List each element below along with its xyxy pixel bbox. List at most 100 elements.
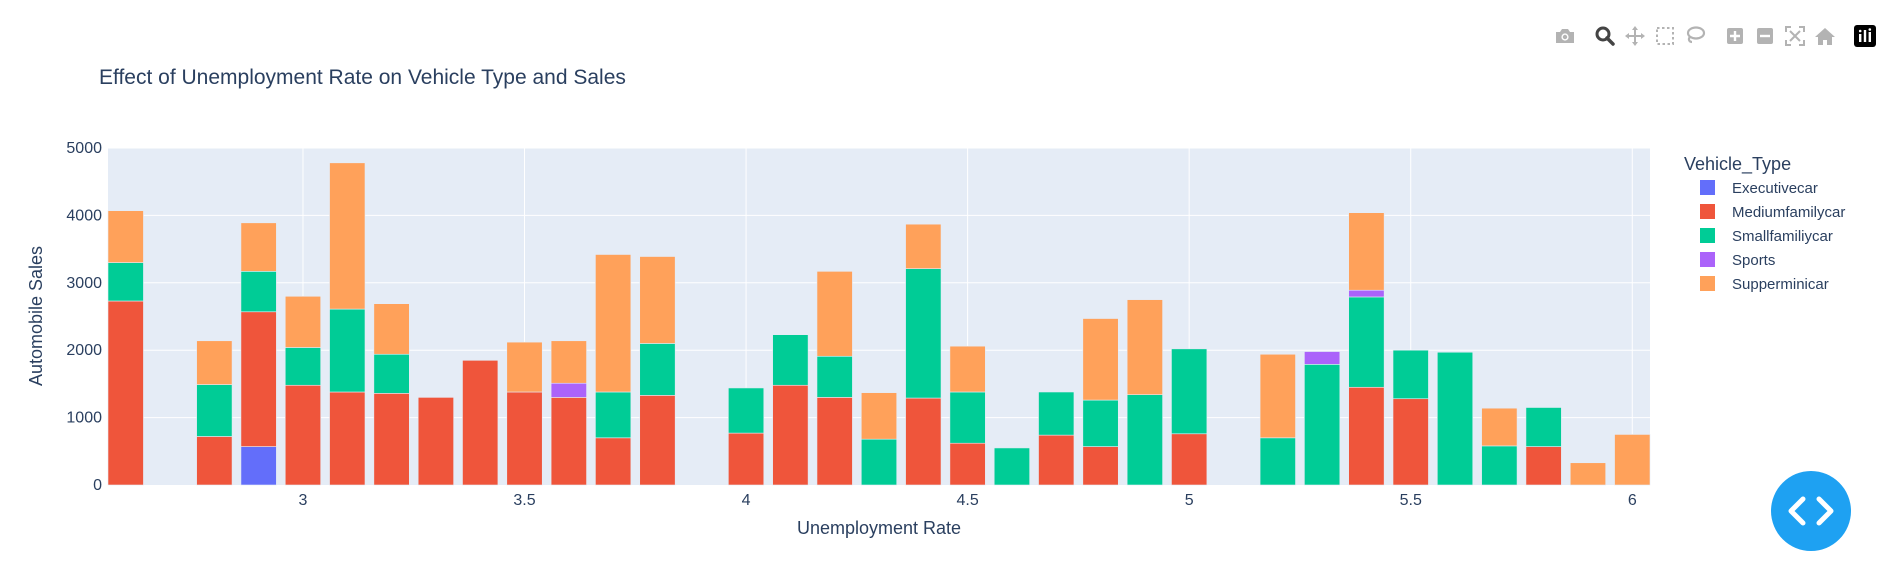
reset-axes-icon[interactable] <box>1810 24 1840 48</box>
bar-mediumfamilycar[interactable] <box>816 397 853 486</box>
bar-sports[interactable] <box>1348 289 1385 298</box>
bar-mediumfamilycar[interactable] <box>728 432 765 486</box>
zoom-icon[interactable] <box>1590 24 1620 48</box>
bar-supperminicar[interactable] <box>816 271 853 357</box>
bar-smallfamiliycar[interactable] <box>860 438 898 486</box>
code-view-button[interactable] <box>1771 471 1851 551</box>
legend-item-executivecar[interactable]: Executivecar <box>1700 180 1818 197</box>
bar-supperminicar[interactable] <box>1614 434 1651 486</box>
bar-mediumfamilycar[interactable] <box>949 442 986 486</box>
legend-swatch <box>1700 252 1715 267</box>
bar-smallfamiliycar[interactable] <box>993 447 1030 486</box>
legend-label: Smallfamiliycar <box>1732 228 1833 245</box>
camera-icon[interactable] <box>1550 24 1580 48</box>
bar-smallfamiliycar[interactable] <box>107 262 144 302</box>
bar-mediumfamilycar[interactable] <box>506 391 543 486</box>
x-tick-label: 5 <box>1185 492 1194 509</box>
bar-smallfamiliycar[interactable] <box>373 353 410 394</box>
bar-mediumfamilycar[interactable] <box>240 311 277 447</box>
bar-mediumfamilycar[interactable] <box>1038 434 1075 486</box>
legend-label: Executivecar <box>1732 180 1818 197</box>
bar-supperminicar[interactable] <box>860 392 898 440</box>
bar-supperminicar[interactable] <box>1082 318 1119 401</box>
bar-supperminicar[interactable] <box>329 162 366 310</box>
bar-mediumfamilycar[interactable] <box>1171 433 1208 486</box>
bar-mediumfamilycar[interactable] <box>196 436 233 486</box>
bar-smallfamiliycar[interactable] <box>639 343 676 396</box>
bar-mediumfamilycar[interactable] <box>905 397 942 486</box>
bar-smallfamiliycar[interactable] <box>1348 296 1385 388</box>
legend-item-smallfamiliycar[interactable]: Smallfamiliycar <box>1700 228 1833 245</box>
bar-smallfamiliycar[interactable] <box>595 391 632 439</box>
bar-supperminicar[interactable] <box>905 223 942 269</box>
bar-sports[interactable] <box>550 382 587 398</box>
legend-item-mediumfamilycar[interactable]: Mediumfamilycar <box>1700 204 1845 221</box>
legend-item-sports[interactable]: Sports <box>1700 252 1775 269</box>
bar-smallfamiliycar[interactable] <box>329 308 366 393</box>
bar-smallfamiliycar[interactable] <box>949 391 986 444</box>
bar-supperminicar[interactable] <box>373 303 410 355</box>
bar-smallfamiliycar[interactable] <box>284 347 321 386</box>
bar-smallfamiliycar[interactable] <box>728 387 765 434</box>
x-axis-title: Unemployment Rate <box>797 518 961 538</box>
bar-mediumfamilycar[interactable] <box>595 437 632 486</box>
bar-supperminicar[interactable] <box>595 254 632 393</box>
bar-mediumfamilycar[interactable] <box>1392 398 1429 486</box>
x-tick-label: 4 <box>742 492 751 509</box>
bar-mediumfamilycar[interactable] <box>550 397 587 486</box>
bar-smallfamiliycar[interactable] <box>1304 364 1341 486</box>
bar-smallfamiliycar[interactable] <box>1392 349 1429 400</box>
bar-smallfamiliycar[interactable] <box>772 334 809 386</box>
bar-smallfamiliycar[interactable] <box>1082 399 1119 447</box>
lasso-icon[interactable] <box>1680 24 1710 48</box>
bar-supperminicar[interactable] <box>107 210 144 263</box>
bar-supperminicar[interactable] <box>240 222 277 272</box>
bar-smallfamiliycar[interactable] <box>1525 407 1562 447</box>
bar-sports[interactable] <box>1304 351 1341 365</box>
bar-smallfamiliycar[interactable] <box>905 268 942 399</box>
bar-mediumfamilycar[interactable] <box>329 391 366 486</box>
bar-smallfamiliycar[interactable] <box>1481 445 1518 486</box>
bar-supperminicar[interactable] <box>1259 353 1296 439</box>
bar-smallfamiliycar[interactable] <box>240 271 277 313</box>
box-select-icon[interactable] <box>1650 24 1680 48</box>
bar-supperminicar[interactable] <box>284 295 321 348</box>
legend-item-supperminicar[interactable]: Supperminicar <box>1700 276 1829 293</box>
bar-supperminicar[interactable] <box>639 256 676 344</box>
zoom-in-icon[interactable] <box>1720 24 1750 48</box>
bar-mediumfamilycar[interactable] <box>373 393 410 486</box>
bar-executivecar[interactable] <box>240 446 277 486</box>
bar-smallfamiliycar[interactable] <box>1171 348 1208 435</box>
y-tick-label: 2000 <box>66 342 102 359</box>
bar-supperminicar[interactable] <box>196 340 233 385</box>
bar-supperminicar[interactable] <box>1126 299 1163 395</box>
bar-mediumfamilycar[interactable] <box>107 300 144 486</box>
bar-smallfamiliycar[interactable] <box>816 355 853 398</box>
bar-smallfamiliycar[interactable] <box>1126 394 1163 486</box>
pan-icon[interactable] <box>1620 24 1650 48</box>
bar-smallfamiliycar[interactable] <box>196 384 233 437</box>
x-tick-label: 3.5 <box>513 492 535 509</box>
bar-supperminicar[interactable] <box>1569 462 1606 486</box>
bar-mediumfamilycar[interactable] <box>417 397 454 486</box>
code-brackets-icon <box>1788 496 1834 526</box>
bar-mediumfamilycar[interactable] <box>462 360 499 486</box>
bar-supperminicar[interactable] <box>949 345 986 393</box>
bar-supperminicar[interactable] <box>550 340 587 384</box>
bar-smallfamiliycar[interactable] <box>1437 351 1474 486</box>
bar-mediumfamilycar[interactable] <box>284 384 321 486</box>
bar-mediumfamilycar[interactable] <box>1525 446 1562 486</box>
autoscale-icon[interactable] <box>1780 24 1810 48</box>
bar-mediumfamilycar[interactable] <box>1082 446 1119 486</box>
bar-mediumfamilycar[interactable] <box>639 395 676 486</box>
zoom-out-icon[interactable] <box>1750 24 1780 48</box>
bar-smallfamiliycar[interactable] <box>1038 391 1075 436</box>
bar-supperminicar[interactable] <box>1348 212 1385 291</box>
bar-supperminicar[interactable] <box>1481 407 1518 447</box>
bar-mediumfamilycar[interactable] <box>1348 386 1385 486</box>
plotly-logo-icon[interactable] <box>1850 24 1878 48</box>
bar-mediumfamilycar[interactable] <box>772 384 809 486</box>
bar-smallfamiliycar[interactable] <box>1259 437 1296 486</box>
legend-title: Vehicle_Type <box>1684 154 1791 175</box>
bar-supperminicar[interactable] <box>506 341 543 393</box>
